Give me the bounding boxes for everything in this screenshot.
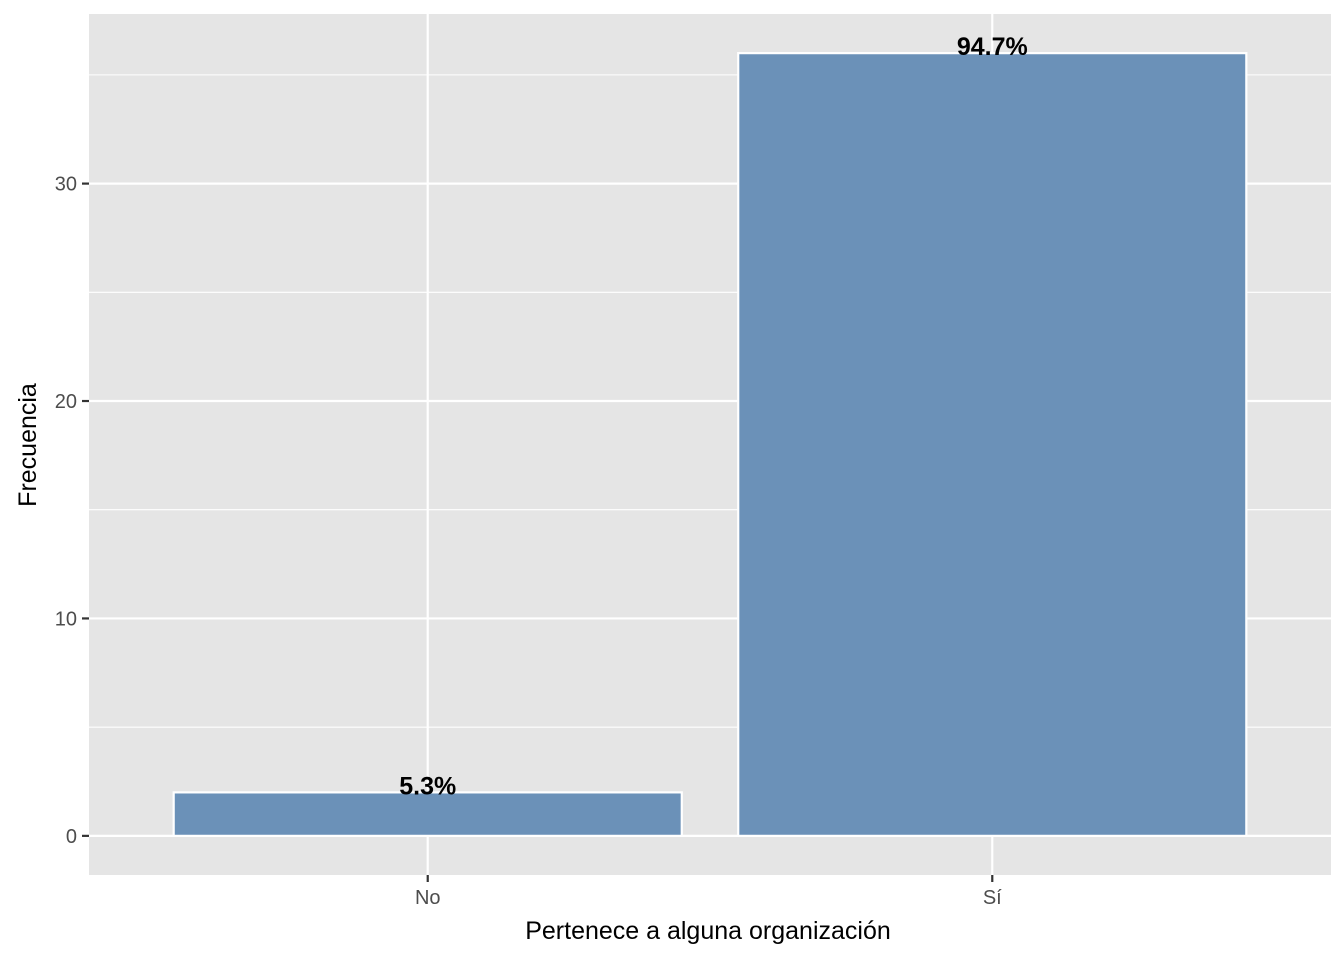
y-tick-label: 10 — [55, 608, 77, 630]
y-tick-label: 30 — [55, 174, 77, 196]
bar-value-label: 5.3% — [399, 772, 456, 800]
bar — [737, 52, 1248, 837]
bar-value-label: 94.7% — [957, 33, 1028, 61]
x-tick-label: No — [415, 887, 441, 909]
bar-value-labels: 5.3% 94.7% — [399, 33, 1027, 800]
bar — [172, 791, 683, 837]
y-tick-label: 20 — [55, 391, 77, 413]
y-tick-label: 0 — [66, 826, 77, 848]
y-axis: 0 10 20 30 — [55, 174, 89, 848]
y-axis-title: Frecuencia — [14, 383, 42, 507]
x-axis-title: Pertenece a alguna organización — [525, 917, 891, 945]
bars — [172, 52, 1248, 837]
x-tick-label: Sí — [983, 887, 1002, 909]
x-axis: No Sí — [415, 875, 1002, 909]
